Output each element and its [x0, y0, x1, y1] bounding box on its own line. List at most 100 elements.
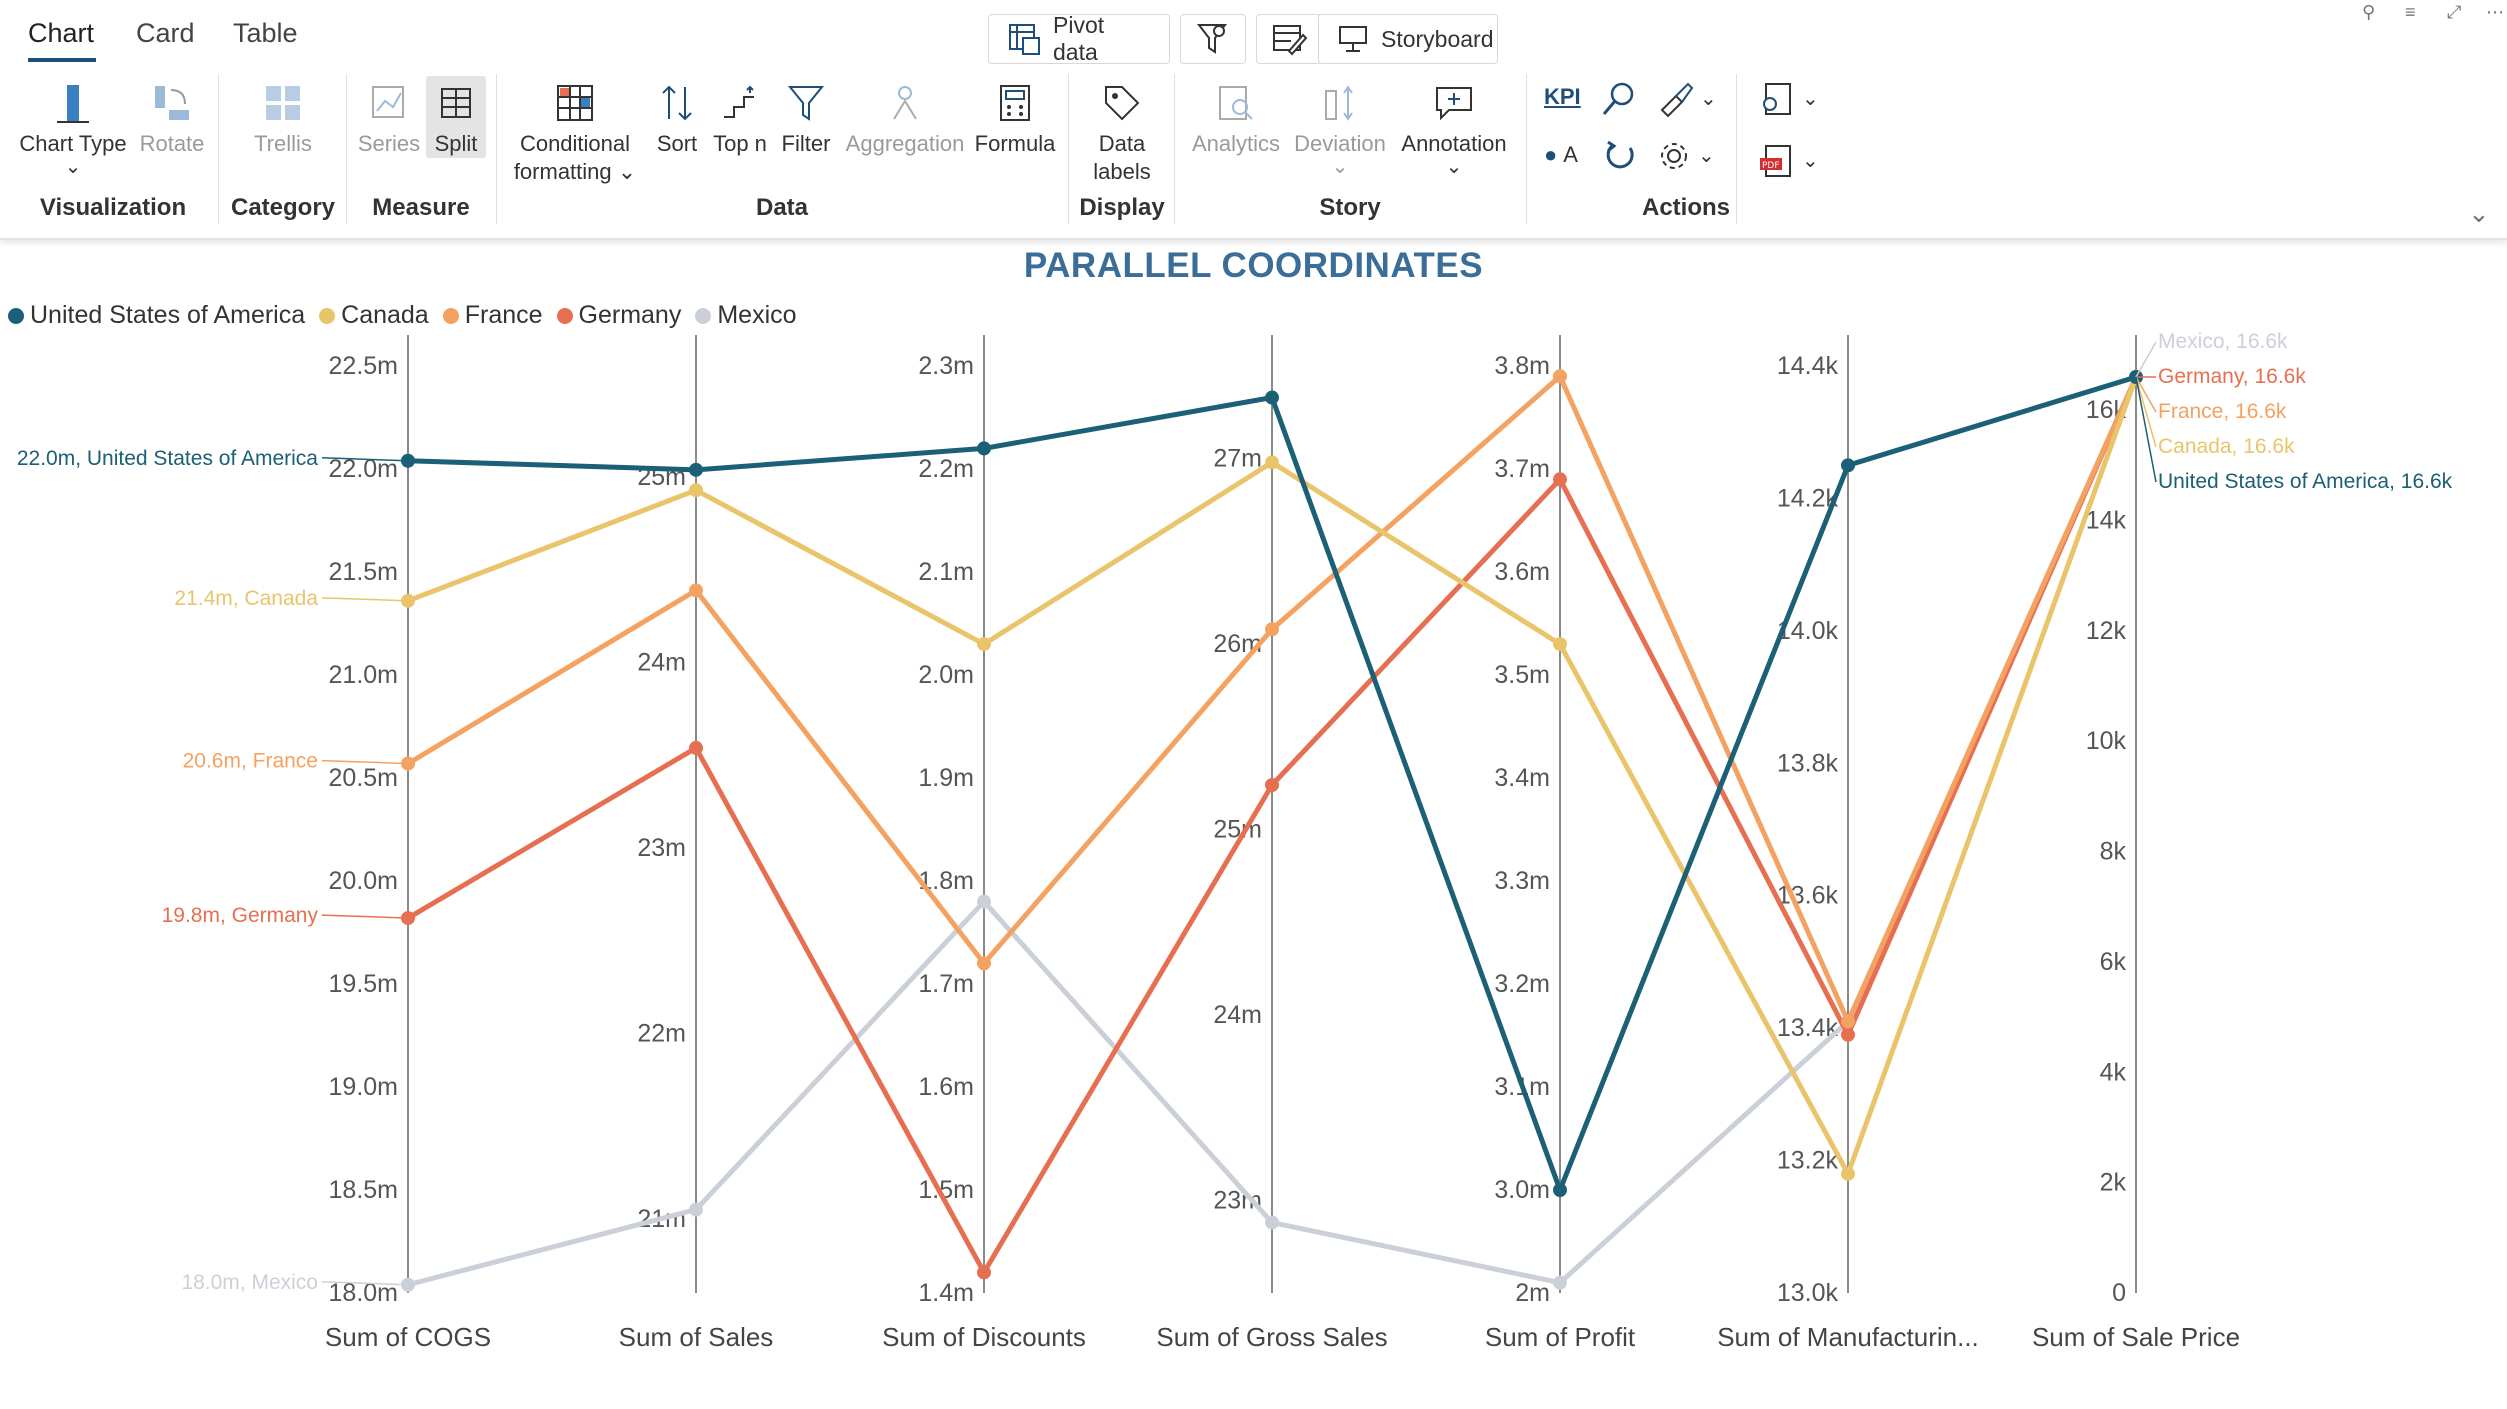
- tab-card[interactable]: Card: [136, 18, 195, 48]
- axis-tick-label: 19.5m: [329, 970, 398, 998]
- kpi-button[interactable]: KPI: [1544, 84, 1581, 110]
- analytics-button[interactable]: Analytics: [1186, 76, 1286, 158]
- chart-type-button[interactable]: Chart Type ⌄: [18, 76, 128, 178]
- series-point: [1265, 455, 1279, 470]
- legend-label: United States of America: [30, 301, 306, 329]
- axis-name-label: Sum of Gross Sales: [1156, 1322, 1387, 1352]
- export-pdf-button[interactable]: PDF ⌄: [1758, 142, 1819, 180]
- axis-tick-label: 3.5m: [1494, 661, 1550, 689]
- axis-tick-label: 10k: [2086, 727, 2127, 755]
- tag-icon: [1105, 86, 1140, 121]
- edit-table-button[interactable]: [1256, 14, 1322, 64]
- rotate-button[interactable]: Rotate: [136, 76, 208, 158]
- axis-tick-label: 3.7m: [1494, 455, 1550, 483]
- storyboard-icon: [1339, 26, 1367, 52]
- axis-tick-label: 2.2m: [918, 455, 974, 483]
- group-label-measure: Measure: [372, 194, 470, 221]
- pin-icon[interactable]: ⚲: [2362, 2, 2376, 22]
- series-point: [689, 1202, 703, 1217]
- sort-label: Sort: [656, 131, 698, 156]
- sort-button[interactable]: Sort: [652, 76, 702, 158]
- legend-label: Mexico: [717, 301, 797, 329]
- legend-item[interactable]: United States of America: [8, 301, 305, 330]
- oa-button[interactable]: ● A: [1544, 142, 1578, 168]
- legend-item[interactable]: Canada: [319, 301, 429, 330]
- legend-item[interactable]: Germany: [556, 301, 681, 330]
- formula-button[interactable]: Formula: [972, 76, 1058, 158]
- pivot-data-label: Pivot data: [1053, 12, 1105, 65]
- annotation-label: Annotation: [1401, 131, 1507, 156]
- tab-table[interactable]: Table: [233, 18, 298, 48]
- group-separator: [346, 74, 347, 224]
- axis-tick-label: 21.0m: [329, 661, 398, 689]
- annotation-button[interactable]: Annotation ⌄: [1398, 76, 1510, 178]
- pdf-icon: PDF: [1760, 145, 1791, 177]
- aggregation-button[interactable]: Aggregation: [842, 76, 968, 158]
- series-start-label: 21.4m, Canada: [174, 587, 318, 610]
- axis-tick-label: 13.8k: [1777, 749, 1839, 777]
- series-point: [689, 583, 703, 598]
- filter-settings-button[interactable]: [1180, 14, 1246, 64]
- storyboard-button[interactable]: Storyboard: [1318, 14, 1498, 64]
- series-point: [689, 483, 703, 498]
- top-n-button[interactable]: Top n: [710, 76, 770, 158]
- axis-tick-label: 2.1m: [918, 558, 974, 586]
- legend-marker: [319, 307, 336, 324]
- chevron-down-icon: ⌄: [1802, 150, 1819, 172]
- series-point: [1841, 1166, 1855, 1181]
- export-settings-button[interactable]: ⌄: [1758, 80, 1819, 118]
- series-point: [977, 1265, 991, 1280]
- axis-tick-label: 2.3m: [918, 352, 974, 380]
- split-icon: [441, 88, 471, 118]
- axis-tick-label: 23m: [637, 834, 686, 862]
- series-end-label: France, 16.6k: [2158, 400, 2287, 423]
- axis-tick-label: 4k: [2100, 1058, 2127, 1086]
- annotation-icon: [1436, 87, 1472, 121]
- series-end-label: United States of America, 16.6k: [2158, 470, 2453, 493]
- series-point: [1841, 458, 1855, 473]
- settings-button[interactable]: ⌄: [1656, 138, 1715, 174]
- collapse-ribbon-icon[interactable]: ⌄: [2468, 198, 2490, 228]
- axis-name-label: Sum of Profit: [1485, 1322, 1636, 1352]
- filter-button[interactable]: Filter: [776, 76, 836, 158]
- analytics-label: Analytics: [1191, 131, 1281, 156]
- pivot-data-button[interactable]: Pivot data: [988, 12, 1170, 65]
- series-point: [977, 956, 991, 971]
- chevron-down-icon: ⌄: [1698, 145, 1715, 167]
- table-edit-icon: [1273, 25, 1307, 56]
- series-label: Series: [357, 131, 421, 156]
- paint-brush-button[interactable]: ⌄: [1656, 80, 1717, 118]
- deviation-button[interactable]: Deviation ⌄: [1292, 76, 1388, 177]
- series-point: [1553, 472, 1567, 487]
- chart-type-label: Chart Type: [19, 131, 127, 156]
- series-button[interactable]: Series: [356, 76, 422, 158]
- axis-tick-label: 3.0m: [1494, 1176, 1550, 1204]
- axis-tick-label: 3.6m: [1494, 558, 1550, 586]
- legend-item[interactable]: Mexico: [695, 301, 797, 330]
- filter-lines-icon[interactable]: ≡: [2405, 2, 2416, 22]
- conditional-formatting-button[interactable]: Conditional formatting ⌄: [510, 76, 640, 186]
- expand-icon[interactable]: ⤢: [2447, 2, 2462, 22]
- kpi-label: KPI: [1544, 84, 1581, 109]
- data-labels-button[interactable]: Data labels: [1086, 76, 1158, 186]
- axis-name-label: Sum of Manufacturin...: [1717, 1322, 1979, 1352]
- group-separator: [496, 74, 497, 224]
- legend-item[interactable]: France: [442, 301, 543, 330]
- trellis-button[interactable]: Trellis: [238, 76, 328, 158]
- axis-name-label: Sum of Discounts: [882, 1322, 1086, 1352]
- refresh-button[interactable]: [1602, 138, 1638, 174]
- label-leader-line: [321, 457, 409, 462]
- series-point: [1841, 1027, 1855, 1042]
- group-label-display: Display: [1079, 194, 1165, 221]
- search-button[interactable]: [1600, 80, 1638, 118]
- chart-legend: United States of America Canada France Germ…: [8, 301, 797, 330]
- more-options-icon[interactable]: ⋯: [2486, 2, 2504, 22]
- chevron-down-icon: ⌄: [1445, 156, 1463, 178]
- axis-tick-label: 14.4k: [1777, 352, 1839, 380]
- tab-chart[interactable]: Chart: [28, 18, 95, 48]
- split-button[interactable]: Split: [426, 76, 486, 158]
- group-separator: [1526, 74, 1527, 224]
- legend-marker: [556, 307, 573, 324]
- chevron-down-icon: ⌄: [64, 156, 82, 178]
